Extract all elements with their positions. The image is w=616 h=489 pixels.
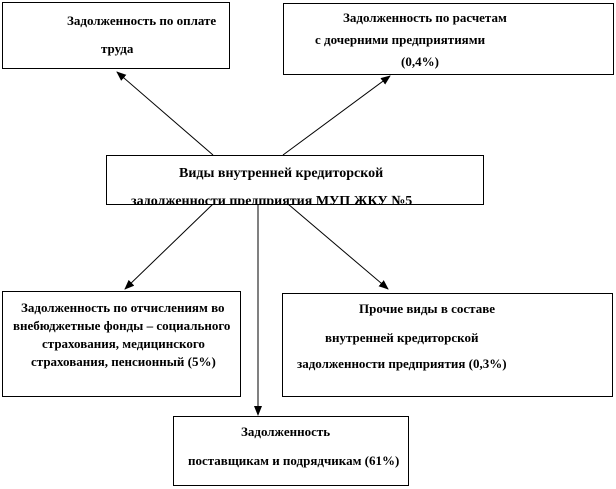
box-text-line: (0,4%): [401, 54, 439, 69]
box-text-line: страхования, медицинского: [42, 336, 205, 351]
box-bottom-left: Задолженность по отчислениям во внебюдже…: [2, 291, 241, 397]
box-text-line: задолженности предприятия МУП ЖКУ №5: [131, 194, 413, 205]
arrow-to-top-right: [282, 75, 391, 156]
box-text-line: задолженности предприятия (0,3%): [297, 356, 507, 371]
box-text-line: Задолженность по расчетам: [343, 10, 507, 25]
arrow-to-bottom-left: [124, 203, 214, 290]
arrow-to-top-left: [116, 71, 214, 156]
box-text-line: страхования, пенсионный (5%): [31, 354, 216, 369]
box-text-line: поставщикам и подрядчикам (61%): [188, 453, 400, 468]
box-text-line: Задолженность по отчислениям во: [21, 300, 225, 315]
box-bottom-right: Прочие виды в составе внутренней кредито…: [282, 293, 613, 397]
box-text-line: Прочие виды в составе: [359, 301, 495, 316]
box-text-line: Виды внутренней кредиторской: [179, 166, 384, 181]
box-top-left: Задолженность по оплате труда: [2, 2, 230, 69]
box-text-line: с дочерними предприятиями: [315, 32, 486, 47]
box-bottom-center: Задолженность поставщикам и подрядчикам …: [173, 416, 409, 486]
box-text-line: внебюджетные фонды – социального: [13, 318, 231, 333]
box-text-line: Задолженность по оплате: [67, 13, 217, 28]
box-top-right: Задолженность по расчетам с дочерними пр…: [283, 3, 614, 75]
box-text-line: Задолженность: [241, 424, 331, 439]
box-center: Виды внутренней кредиторской задолженнос…: [106, 155, 484, 205]
box-text-line: внутренней кредиторской: [325, 330, 479, 345]
box-text-line: труда: [101, 41, 134, 56]
arrow-to-bottom-right: [287, 203, 389, 290]
